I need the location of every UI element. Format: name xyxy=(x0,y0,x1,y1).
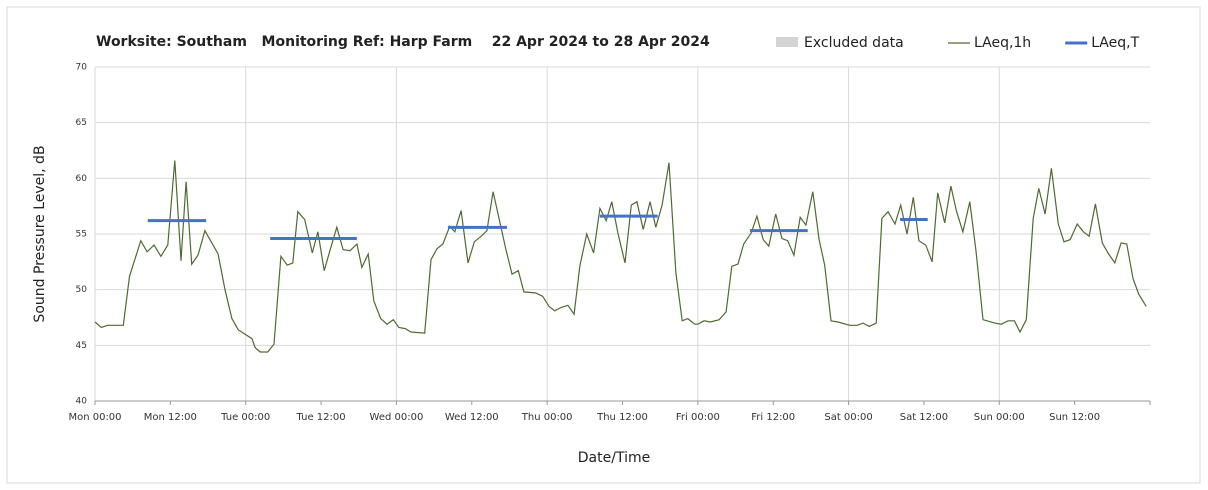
legend-label: Excluded data xyxy=(804,35,904,51)
x-tick-label: Fri 00:00 xyxy=(676,412,720,423)
x-tick-label: Mon 12:00 xyxy=(144,412,197,423)
chart-frame xyxy=(6,6,1201,484)
x-tick-label: Thu 00:00 xyxy=(521,412,573,423)
legend-label: LAeq,1h xyxy=(974,35,1031,51)
x-tick-label: Thu 12:00 xyxy=(596,412,648,423)
x-tick-label: Sat 12:00 xyxy=(900,412,948,423)
y-tick-label: 60 xyxy=(76,174,88,184)
legend-label: LAeq,T xyxy=(1091,35,1139,51)
x-tick-label: Fri 12:00 xyxy=(751,412,795,423)
x-tick-label: Tue 12:00 xyxy=(296,412,346,423)
y-tick-label: 55 xyxy=(76,230,87,240)
x-tick-label: Sat 00:00 xyxy=(824,412,872,423)
x-tick-label: Wed 00:00 xyxy=(370,412,424,423)
x-tick-label: Sun 00:00 xyxy=(974,412,1025,423)
y-tick-label: 70 xyxy=(76,63,88,73)
y-axis-label: Sound Pressure Level, dB xyxy=(32,145,48,322)
legend-swatch xyxy=(776,37,798,47)
x-tick-label: Wed 12:00 xyxy=(445,412,499,423)
y-tick-label: 50 xyxy=(76,285,88,295)
y-tick-label: 40 xyxy=(76,397,88,407)
y-tick-label: 65 xyxy=(76,118,87,128)
x-tick-label: Mon 00:00 xyxy=(68,412,121,423)
chart-title: Worksite: Southam Monitoring Ref: Harp F… xyxy=(96,34,710,50)
x-axis-label: Date/Time xyxy=(578,450,650,466)
data-line xyxy=(94,160,1147,353)
x-tick-label: Sun 12:00 xyxy=(1049,412,1100,423)
y-tick-label: 45 xyxy=(76,341,87,351)
x-tick-label: Tue 00:00 xyxy=(220,412,270,423)
